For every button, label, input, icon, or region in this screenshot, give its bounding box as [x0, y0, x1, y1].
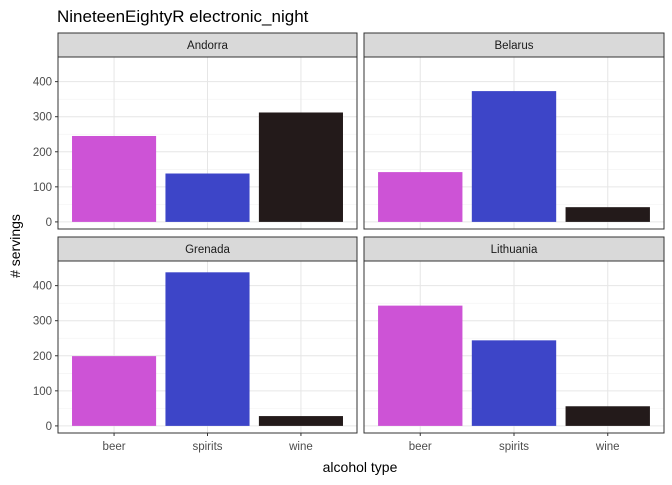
y-tick-label: 100 — [33, 182, 52, 194]
x-tick-label: beer — [409, 441, 432, 453]
y-tick-label: 300 — [33, 316, 52, 328]
y-tick-label: 400 — [33, 281, 52, 293]
x-tick-label: spirits — [192, 441, 222, 453]
y-tick-label: 200 — [33, 147, 52, 159]
bar-wine — [565, 207, 650, 222]
facet-strip — [57, 32, 358, 58]
bar-wine — [258, 112, 343, 222]
y-tick-label: 200 — [33, 351, 52, 363]
facet-strip-label: Lithuania — [491, 244, 538, 256]
facet-strip-label: Belarus — [495, 40, 534, 52]
y-tick-label: 0 — [46, 421, 52, 433]
bar-spirits — [165, 173, 250, 222]
x-tick-label: wine — [288, 441, 313, 453]
bar-beer — [378, 172, 463, 222]
bar-spirits — [471, 91, 557, 222]
facet-strip — [363, 236, 665, 262]
bar-wine — [258, 416, 343, 426]
x-axis-label: alcohol type — [323, 459, 398, 475]
facet-strip — [363, 32, 665, 58]
facet-panels: Andorra 0 100 200 300 400 Belarus Grenada 0 100 20… — [33, 32, 665, 453]
panel-border — [57, 56, 358, 230]
facet-andorra: Andorra 0 100 200 300 400 — [33, 32, 358, 230]
facet-strip-label: Grenada — [185, 244, 230, 256]
bar-beer — [72, 135, 157, 222]
bar-beer — [72, 356, 157, 426]
bar-beer — [378, 305, 463, 426]
bar-spirits — [471, 340, 557, 426]
bar-wine — [565, 406, 650, 426]
x-tick-label: beer — [103, 441, 126, 453]
facet-grenada: Grenada 0 100 200 300 400 beer spirits wine — [33, 236, 358, 453]
y-tick-label: 100 — [33, 386, 52, 398]
bar-spirits — [165, 272, 250, 426]
y-tick-label: 400 — [33, 77, 52, 89]
facet-belarus: Belarus — [363, 32, 665, 230]
y-tick-label: 0 — [46, 217, 52, 229]
x-tick-label: wine — [595, 441, 620, 453]
facet-strip-label: Andorra — [187, 40, 229, 52]
y-axis-label: # servings — [7, 214, 23, 278]
chart-title: NineteenEightyR electronic_night — [57, 7, 309, 26]
x-tick-label: spirits — [499, 441, 529, 453]
y-tick-label: 300 — [33, 112, 52, 124]
panel-border — [363, 56, 665, 230]
facet-lithuania: Lithuania beer spirits wine — [363, 236, 665, 453]
